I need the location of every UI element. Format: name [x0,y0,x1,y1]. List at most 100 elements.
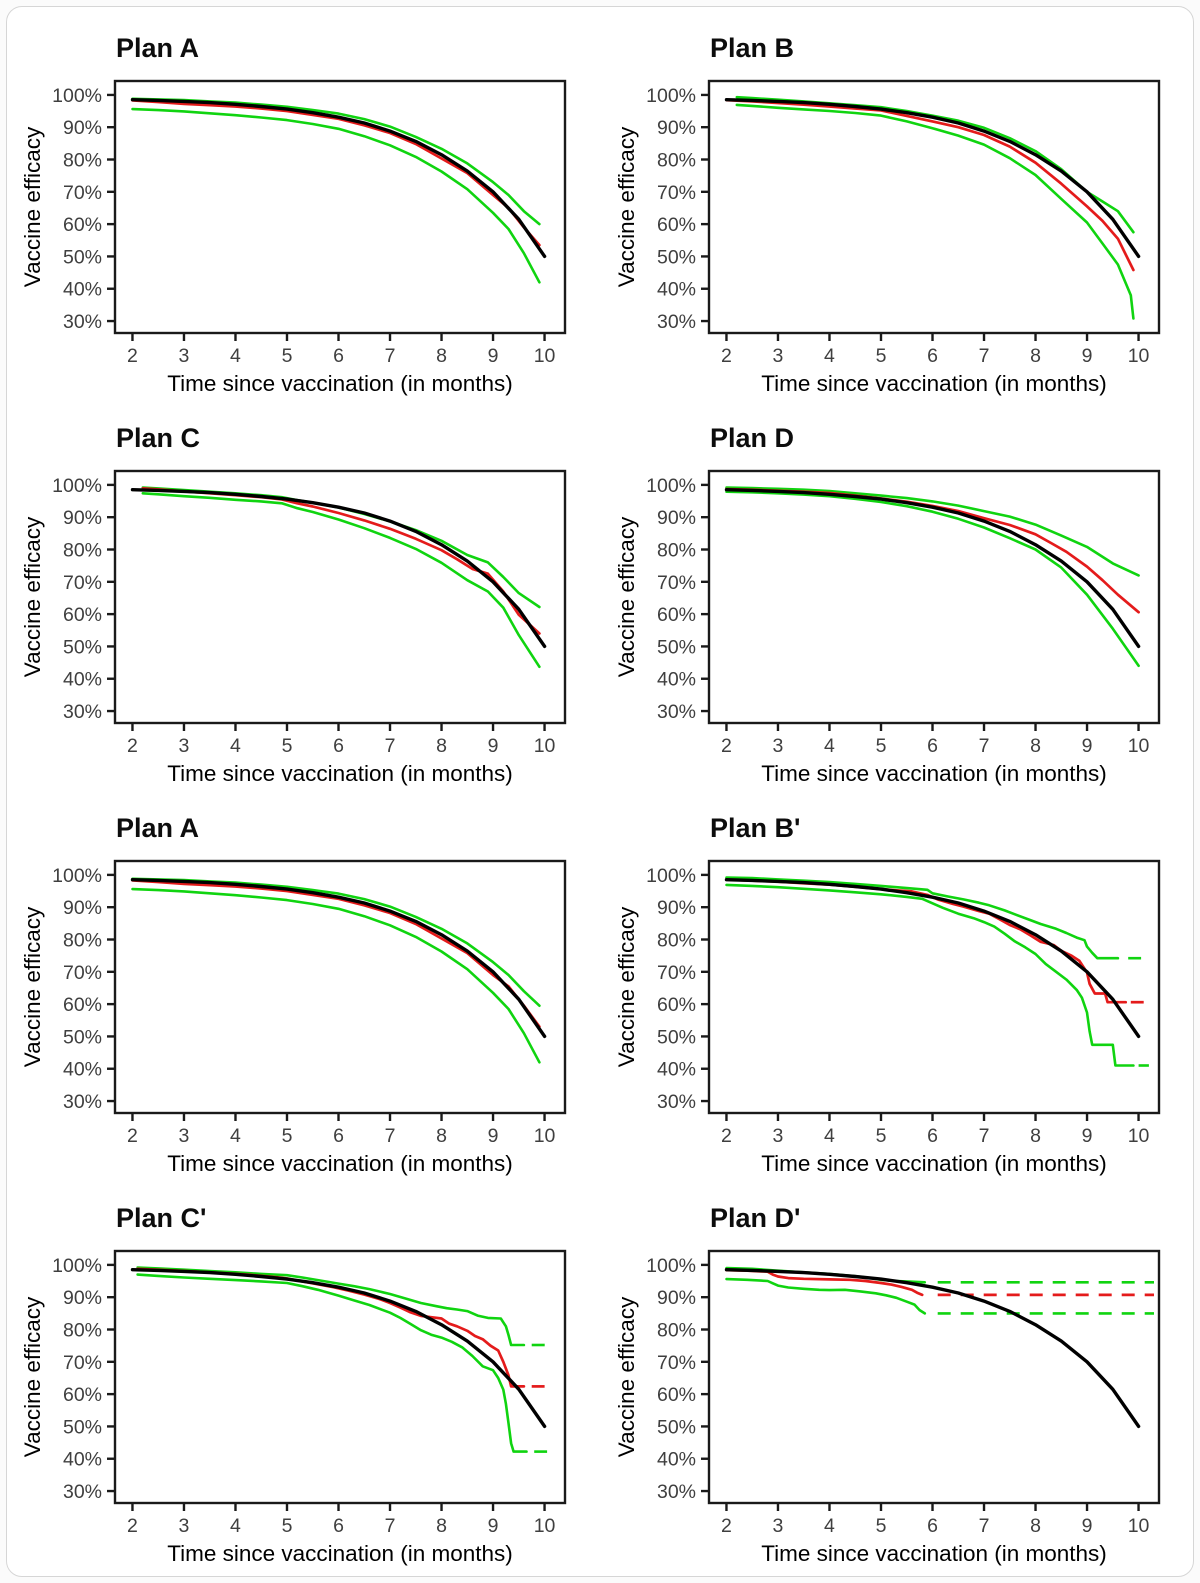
x-tick-label: 2 [721,1515,732,1537]
plot-box [113,859,567,1115]
lower-ci-line [131,887,541,1064]
y-tick-label: 40% [657,1059,696,1081]
lower-ci-line [735,103,1135,320]
x-axis-label: Time since vaccination (in months) [167,1541,513,1566]
x-tick-label: 6 [333,735,344,757]
y-tick-label: 80% [657,930,696,952]
y-tick-label: 50% [63,1416,102,1438]
vaccine-efficacy-chart: Plan B' 30% 40% 50% 60% 70% 80% 90% 100% 2 3 4 5 6 7 8 9… [614,813,1161,1176]
x-tick-label: 10 [534,1125,556,1147]
x-tick-label: 4 [824,345,835,367]
x-tick-label: 3 [179,1125,190,1147]
y-tick-label: 40% [63,1059,102,1081]
x-tick-label: 3 [773,1515,784,1537]
vaccine-efficacy-chart: Plan C 30% 40% 50% 60% 70% 80% 90% 100% 2 3 4 5 6 7 8 9 1… [20,423,567,786]
x-tick-label: 2 [721,1125,732,1147]
y-tick-label: 90% [63,897,102,919]
y-tick-label: 70% [63,1352,102,1374]
x-tick-label: 10 [1128,1515,1150,1537]
y-tick-label: 80% [657,1320,696,1342]
x-tick-label: 3 [773,735,784,757]
y-tick-label: 60% [657,214,696,236]
x-tick-label: 2 [127,735,138,757]
x-tick-label: 9 [1082,345,1093,367]
x-tick-label: 2 [721,345,732,367]
y-tick-label: 80% [657,540,696,562]
plot-title: Plan D' [710,1203,800,1233]
y-tick-label: 100% [52,85,102,107]
x-tick-label: 5 [876,1515,887,1537]
y-tick-label: 80% [63,150,102,172]
y-tick-label: 60% [657,604,696,626]
x-tick-label: 5 [876,345,887,367]
y-tick-label: 70% [63,182,102,204]
y-tick-label: 50% [657,636,696,658]
vaccine-efficacy-chart: Plan D 30% 40% 50% 60% 70% 80% 90% 100% 2 3 4 5 6 7 8 9 1… [614,423,1161,786]
y-tick-label: 30% [657,701,696,723]
x-tick-label: 3 [773,345,784,367]
chart-panel-plan-d: Plan D 30% 40% 50% 60% 70% 80% 90% 100% 2 3 4 5 6 7 8 9 1… [601,401,1193,791]
chart-panel-plan-c-prime: Plan C' 30% 40% 50% 60% 70% 80% 90% 100% 2 3 4 5 6 7 8 9… [7,1181,601,1571]
y-tick-label: 60% [657,1384,696,1406]
y-tick-label: 50% [63,1026,102,1048]
x-tick-label: 4 [824,735,835,757]
chart-panel-plan-b: Plan B 30% 40% 50% 60% 70% 80% 90% 100% 2 3 4 5 6 7 8 9 1… [601,11,1193,401]
y-tick-label: 100% [52,1255,102,1277]
x-tick-label: 7 [979,1515,990,1537]
y-tick-label: 100% [52,475,102,497]
lower-ci-line [141,492,541,669]
x-tick-label: 5 [282,1125,293,1147]
y-tick-label: 50% [63,636,102,658]
x-tick-label: 10 [534,345,556,367]
x-tick-label: 7 [385,1125,396,1147]
y-axis-label: Vaccine efficacy [20,1296,45,1457]
y-tick-label: 60% [63,214,102,236]
x-tick-label: 9 [488,1125,499,1147]
x-tick-label: 5 [876,735,887,757]
x-tick-label: 4 [230,735,241,757]
y-tick-label: 60% [63,1384,102,1406]
true-line [130,97,547,259]
y-tick-label: 40% [63,279,102,301]
y-axis-label: Vaccine efficacy [614,906,639,1067]
plot-title: Plan B' [710,813,800,843]
x-tick-label: 8 [1030,735,1041,757]
x-tick-label: 2 [127,1515,138,1537]
y-tick-label: 100% [646,85,696,107]
y-axis-label: Vaccine efficacy [614,516,639,677]
x-tick-label: 7 [979,345,990,367]
vaccine-efficacy-chart: Plan A 30% 40% 50% 60% 70% 80% 90% 100% 2 3 4 5 6 7 8 9 1… [20,813,567,1176]
plot-title: Plan A [116,813,199,843]
y-tick-label: 100% [646,475,696,497]
chart-grid: Plan A 30% 40% 50% 60% 70% 80% 90% 100% 2 3 4 5 6 7 8 9 1… [7,7,1193,1571]
y-tick-label: 30% [63,311,102,333]
y-tick-label: 30% [63,1091,102,1113]
plot-title: Plan C [116,423,200,453]
y-tick-label: 80% [63,930,102,952]
y-axis-label: Vaccine efficacy [614,1296,639,1457]
lower-ci-line [136,1273,528,1453]
x-axis-label: Time since vaccination (in months) [761,761,1107,786]
x-tick-label: 3 [773,1125,784,1147]
y-tick-label: 60% [657,994,696,1016]
x-axis-label: Time since vaccination (in months) [167,1151,513,1176]
plot-box [113,79,567,335]
true-line [724,877,1141,1039]
x-tick-label: 3 [179,345,190,367]
x-tick-label: 10 [1128,1125,1150,1147]
chart-panel-plan-b-prime: Plan B' 30% 40% 50% 60% 70% 80% 90% 100% 2 3 4 5 6 7 8 9… [601,791,1193,1181]
x-tick-label: 7 [385,345,396,367]
x-tick-label: 6 [333,345,344,367]
x-tick-label: 10 [534,735,556,757]
y-tick-label: 70% [63,962,102,984]
y-tick-label: 100% [52,865,102,887]
x-tick-label: 9 [1082,1515,1093,1537]
x-tick-label: 7 [979,735,990,757]
lower-ci-line [131,107,541,284]
x-tick-label: 4 [230,1125,241,1147]
x-tick-label: 9 [488,735,499,757]
x-tick-label: 9 [488,1515,499,1537]
x-tick-label: 10 [1128,345,1150,367]
x-tick-label: 6 [333,1125,344,1147]
x-tick-label: 4 [824,1515,835,1537]
